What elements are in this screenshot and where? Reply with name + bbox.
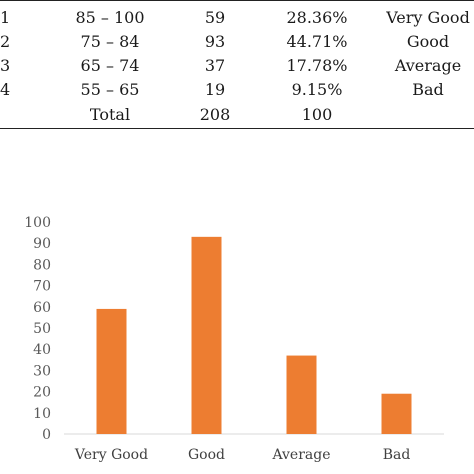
row-number: 1 (0, 8, 11, 27)
percentage: 17.78% (286, 56, 348, 75)
y-tick-label: 100 (24, 215, 51, 231)
total-row: Total 208 100 (0, 104, 474, 126)
percentage: 44.71% (286, 32, 348, 51)
total-label: Total (89, 105, 131, 124)
table-bottom-rule (0, 128, 474, 129)
y-tick-label: 70 (33, 279, 51, 295)
bar-bad (381, 393, 412, 434)
y-tick-label: 0 (42, 427, 51, 443)
y-tick-label: 20 (33, 385, 51, 401)
table-row: 1 85 – 100 59 28.36% Very Good (0, 7, 474, 29)
x-tick-label: Bad (383, 447, 411, 463)
x-tick-label: Very Good (74, 447, 148, 463)
y-tick-label: 30 (33, 363, 51, 379)
table-top-rule (0, 0, 474, 1)
y-tick-label: 60 (33, 300, 51, 316)
student-count: 93 (204, 32, 226, 51)
student-count: 19 (204, 80, 226, 99)
y-tick-label: 40 (33, 342, 51, 358)
student-count: 59 (204, 8, 226, 27)
y-tick-label: 90 (33, 236, 51, 252)
score-range: 55 – 65 (80, 80, 140, 99)
row-number: 4 (0, 80, 11, 99)
y-tick-label: 80 (33, 257, 51, 273)
table-row: 4 55 – 65 19 9.15% Bad (0, 79, 474, 101)
category: Good (406, 32, 450, 51)
bar-average (286, 355, 317, 434)
score-range: 65 – 74 (80, 56, 140, 75)
score-range: 85 – 100 (75, 8, 145, 27)
x-tick-label: Good (188, 447, 225, 463)
x-tick-label: Average (271, 447, 330, 463)
total-percentage: 100 (301, 105, 333, 124)
table-row: 2 75 – 84 93 44.71% Good (0, 31, 474, 53)
row-number: 3 (0, 56, 11, 75)
bar-chart: 0 10 20 30 40 50 60 70 80 90 100 Very Good Good Avera… (0, 200, 474, 474)
category: Very Good (386, 8, 470, 27)
table-row: 3 65 – 74 37 17.78% Average (0, 55, 474, 77)
bar-very-good (96, 308, 127, 434)
row-number: 2 (0, 32, 11, 51)
results-table: 1 85 – 100 59 28.36% Very Good 2 75 – 84… (0, 0, 474, 130)
y-tick-label: 50 (33, 321, 51, 337)
student-count: 37 (204, 56, 226, 75)
bar-chart-svg: 0 10 20 30 40 50 60 70 80 90 100 Very Good Good Avera… (24, 215, 444, 463)
category: Bad (412, 80, 444, 99)
y-tick-label: 10 (33, 406, 51, 422)
category: Average (394, 56, 462, 75)
percentage: 9.15% (291, 80, 343, 99)
score-range: 75 – 84 (80, 32, 140, 51)
total-count: 208 (199, 105, 231, 124)
percentage: 28.36% (286, 8, 348, 27)
bar-good (191, 236, 222, 434)
